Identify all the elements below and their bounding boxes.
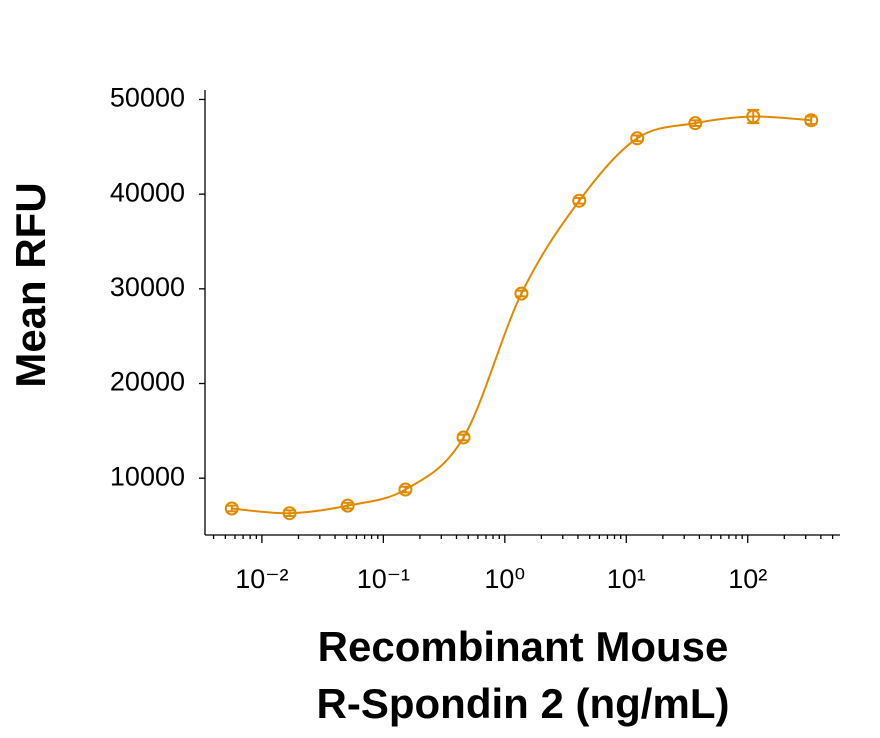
error-bar: [399, 485, 412, 494]
data-point: [746, 109, 761, 124]
y-tick-label: 40000: [110, 177, 185, 207]
data-point: [688, 116, 703, 131]
data-point: [456, 430, 471, 445]
y-tick-label: 10000: [110, 461, 185, 491]
error-bar: [341, 501, 354, 510]
y-tick-label: 30000: [110, 272, 185, 302]
data-point: [224, 501, 239, 516]
data-point: [398, 482, 413, 497]
error-bar: [457, 433, 470, 442]
data-point: [572, 193, 587, 208]
fit-curve: [231, 115, 812, 515]
x-tick-label: 10⁻¹: [357, 564, 410, 594]
y-tick-label: 20000: [110, 367, 185, 397]
x-tick-label: 10⁻²: [235, 564, 288, 594]
data-point: [514, 286, 529, 301]
x-tick-label: 10²: [728, 564, 767, 594]
error-bar: [225, 504, 238, 513]
data-point: [282, 506, 297, 521]
x-tick-label: 10¹: [607, 564, 646, 594]
y-tick-label: 50000: [110, 83, 185, 113]
x-axis-title: R-Spondin 2 (ng/mL): [317, 680, 730, 727]
data-point: [340, 498, 355, 513]
data-point: [804, 113, 819, 128]
error-bar: [573, 196, 586, 205]
error-bar: [515, 289, 528, 298]
error-bar: [631, 134, 644, 143]
data-point: [630, 131, 645, 146]
x-tick-label: 10⁰: [484, 564, 525, 594]
x-axis-title: Recombinant Mouse: [318, 623, 729, 670]
error-bar: [283, 509, 296, 518]
y-axis-title: Mean RFU: [7, 182, 54, 387]
error-bar: [689, 119, 702, 127]
